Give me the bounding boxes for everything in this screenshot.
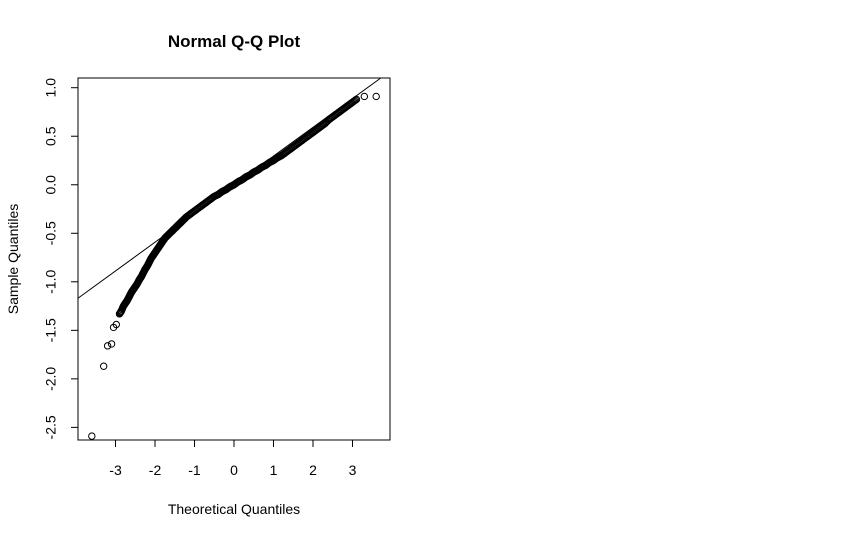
data-point (322, 118, 330, 127)
x-tick-label: 1 (270, 462, 278, 478)
x-axis-title: Theoretical Quantiles (168, 501, 300, 517)
y-tick-label: -1.5 (43, 318, 59, 342)
plot-area-frame (77, 77, 391, 441)
data-point (349, 97, 358, 106)
y-axis-title: Sample Quantiles (5, 204, 21, 315)
x-tick-label: 2 (309, 462, 317, 478)
data-point (99, 362, 108, 370)
x-tick-label: -2 (149, 462, 162, 478)
data-points (88, 92, 380, 440)
y-tick-label: -1.0 (43, 270, 59, 294)
data-point (351, 96, 360, 104)
data-point (103, 342, 112, 350)
data-point (372, 92, 380, 101)
data-point (360, 92, 369, 101)
x-axis: -3 -2 -1 0 1 2 3 (109, 439, 357, 478)
data-point (107, 340, 116, 348)
chart-title: Normal Q-Q Plot (168, 32, 301, 51)
y-tick-label: 0.5 (43, 126, 59, 146)
x-tick-label: -3 (109, 462, 122, 478)
y-tick-label: -2.5 (43, 415, 59, 439)
y-tick-label: -0.5 (43, 221, 59, 245)
x-tick-label: 0 (230, 462, 238, 478)
data-point (350, 97, 359, 105)
y-tick-label: -2.0 (43, 367, 59, 391)
y-axis: -2.5 -2.0 -1.5 -1.0 -0.5 0.0 0.5 1.0 (43, 78, 79, 439)
x-tick-label: 3 (349, 462, 357, 478)
y-tick-label: 0.0 (43, 175, 59, 195)
y-tick-label: 1.0 (43, 78, 59, 98)
x-tick-label: -1 (188, 462, 201, 478)
data-point (88, 432, 96, 440)
data-point (112, 320, 121, 329)
